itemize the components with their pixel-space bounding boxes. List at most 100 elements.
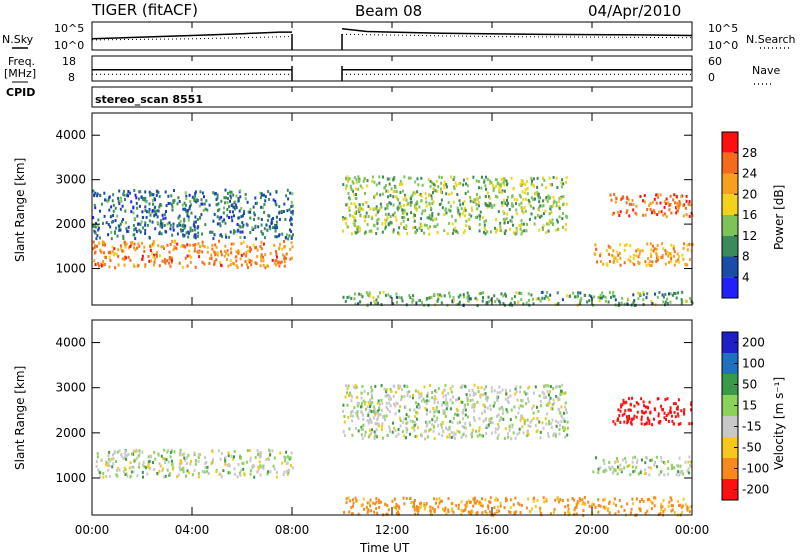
heatmap-cell	[469, 399, 472, 403]
heatmap-cell	[147, 455, 150, 459]
heatmap-cell	[111, 250, 114, 254]
heatmap-cell	[240, 253, 243, 257]
heatmap-cell	[368, 229, 371, 233]
heatmap-cell	[289, 456, 292, 460]
heatmap-cell	[409, 296, 412, 299]
heatmap-cell	[564, 228, 567, 232]
heatmap-cell	[283, 240, 285, 243]
heatmap-cell	[555, 228, 558, 232]
heatmap-cell	[542, 176, 544, 180]
heatmap-cell	[611, 465, 614, 469]
heatmap-cell	[389, 429, 391, 433]
heatmap-cell	[489, 408, 492, 411]
heatmap-cell	[272, 226, 274, 230]
heatmap-cell	[428, 214, 431, 218]
heatmap-cell	[350, 506, 353, 510]
heatmap-cell	[381, 230, 384, 234]
heatmap-cell	[284, 218, 287, 221]
heatmap-cell	[431, 214, 434, 218]
heatmap-cell	[391, 430, 394, 434]
heatmap-cell	[98, 241, 101, 245]
heatmap-cell	[550, 422, 553, 426]
heatmap-cell	[365, 505, 368, 509]
heatmap-cell	[229, 263, 232, 267]
heatmap-cell	[224, 221, 227, 225]
heatmap-cell	[488, 204, 491, 208]
heatmap-cell	[649, 466, 652, 470]
heatmap-cell	[197, 456, 200, 459]
heatmap-cell	[389, 202, 392, 206]
heatmap-cell	[342, 295, 345, 299]
heatmap-cell	[555, 201, 558, 205]
heatmap-cell	[525, 506, 528, 510]
heatmap-cell	[612, 471, 614, 475]
heatmap-cell	[412, 504, 415, 508]
heatmap-cell	[446, 232, 449, 236]
heatmap-cell	[360, 427, 363, 431]
heatmap-cell	[118, 449, 121, 453]
heatmap-cell	[107, 468, 110, 472]
heatmap-cell	[256, 248, 259, 252]
heatmap-cell	[461, 433, 464, 437]
heatmap-cell	[641, 458, 643, 462]
heatmap-cell	[212, 237, 215, 241]
heatmap-cell	[412, 226, 415, 230]
heatmap-cell	[642, 400, 645, 404]
heatmap-cell	[117, 263, 120, 267]
heatmap-cell	[519, 390, 521, 394]
heatmap-cell	[460, 500, 463, 504]
heatmap-cell	[625, 201, 628, 205]
heatmap-cell	[523, 229, 526, 233]
heatmap-cell	[627, 419, 629, 423]
heatmap-cell	[543, 392, 546, 396]
heatmap-cell	[544, 417, 547, 421]
heatmap-cell	[376, 192, 379, 196]
heatmap-cell	[466, 296, 469, 300]
heatmap-cell	[137, 242, 140, 246]
heatmap-cell	[458, 300, 461, 304]
heatmap-cell	[367, 205, 370, 208]
heatmap-cell	[493, 389, 496, 393]
heatmap-cell	[197, 471, 200, 475]
heatmap-cell	[351, 433, 354, 437]
heatmap-cell	[480, 386, 483, 390]
heatmap-cell	[128, 191, 131, 195]
heatmap-cell	[123, 263, 126, 267]
heatmap-cell	[437, 505, 440, 509]
heatmap-cell	[499, 185, 502, 189]
heatmap-cell	[350, 399, 353, 403]
heatmap-cell	[201, 240, 204, 244]
heatmap-cell	[583, 496, 586, 499]
heatmap-cell	[131, 241, 134, 245]
heatmap-cell	[346, 403, 349, 407]
heatmap-cell	[567, 507, 570, 511]
heatmap-cell	[462, 178, 465, 182]
heatmap-cell	[632, 256, 635, 260]
heatmap-cell	[380, 424, 383, 428]
heatmap-cell	[171, 239, 174, 243]
heatmap-cell	[96, 244, 98, 248]
heatmap-cell	[425, 421, 428, 425]
heatmap-cell	[672, 402, 675, 406]
heatmap-cell	[415, 410, 418, 414]
heatmap-cell	[463, 425, 466, 429]
heatmap-cell	[400, 398, 403, 402]
heatmap-cell	[182, 224, 184, 228]
heatmap-cell	[448, 192, 451, 196]
heatmap-cell	[97, 468, 100, 472]
heatmap-cell	[157, 452, 160, 456]
heatmap-cell	[389, 220, 392, 224]
heatmap-cell	[124, 450, 127, 454]
heatmap-cell	[285, 450, 288, 454]
heatmap-cell	[166, 259, 169, 263]
heatmap-cell	[515, 510, 518, 514]
heatmap-cell	[645, 422, 648, 426]
heatmap-cell	[399, 424, 402, 428]
heatmap-cell	[440, 175, 443, 179]
y-tick-label: 4000	[55, 336, 86, 350]
heatmap-cell	[673, 193, 676, 197]
heatmap-cell	[385, 512, 388, 516]
heatmap-cell	[651, 260, 654, 264]
heatmap-cell	[375, 497, 378, 500]
heatmap-cell	[640, 397, 643, 401]
